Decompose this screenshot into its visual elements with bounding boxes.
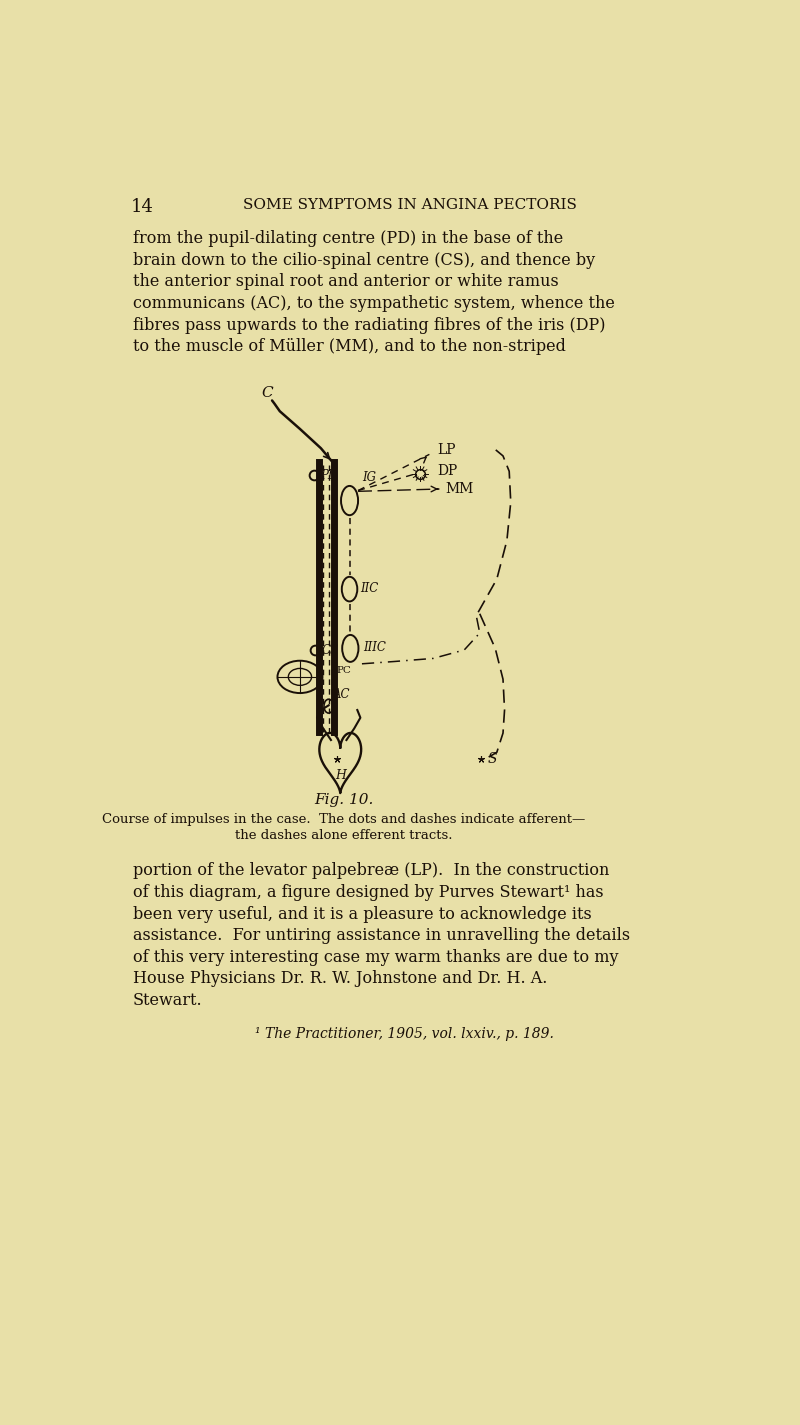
Text: SOME SYMPTOMS IN ANGINA PECTORIS: SOME SYMPTOMS IN ANGINA PECTORIS [243, 198, 577, 212]
Text: CS: CS [322, 644, 338, 657]
Text: IG: IG [362, 470, 376, 483]
Text: portion of the levator palpebreæ (LP).  In the construction: portion of the levator palpebreæ (LP). I… [133, 862, 609, 879]
Text: communicans (AC), to the sympathetic system, whence the: communicans (AC), to the sympathetic sys… [133, 295, 614, 312]
Text: been very useful, and it is a pleasure to acknowledge its: been very useful, and it is a pleasure t… [133, 905, 591, 922]
Text: of this diagram, a figure designed by Purves Stewart¹ has: of this diagram, a figure designed by Pu… [133, 884, 603, 901]
Text: DP: DP [437, 465, 458, 479]
Text: brain down to the cilio-spinal centre (CS), and thence by: brain down to the cilio-spinal centre (C… [133, 252, 594, 269]
Text: ¹ The Practitioner, 1905, vol. lxxiv., p. 189.: ¹ The Practitioner, 1905, vol. lxxiv., p… [255, 1027, 554, 1042]
Text: House Physicians Dr. R. W. Johnstone and Dr. H. A.: House Physicians Dr. R. W. Johnstone and… [133, 970, 547, 988]
Text: MM: MM [446, 482, 474, 496]
Text: LP: LP [437, 443, 456, 457]
Text: to the muscle of Müller (MM), and to the non-striped: to the muscle of Müller (MM), and to the… [133, 338, 566, 355]
Text: S: S [487, 751, 497, 765]
Text: of this very interesting case my warm thanks are due to my: of this very interesting case my warm th… [133, 949, 618, 966]
Text: AC: AC [333, 688, 350, 701]
Text: fibres pass upwards to the radiating fibres of the iris (DP): fibres pass upwards to the radiating fib… [133, 316, 605, 333]
Text: the anterior spinal root and anterior or white ramus: the anterior spinal root and anterior or… [133, 274, 558, 291]
Text: PD: PD [320, 469, 338, 483]
Text: Course of impulses in the case.  The dots and dashes indicate afferent—: Course of impulses in the case. The dots… [102, 814, 586, 826]
Text: the dashes alone efferent tracts.: the dashes alone efferent tracts. [235, 828, 453, 842]
Text: assistance.  For untiring assistance in unravelling the details: assistance. For untiring assistance in u… [133, 928, 630, 945]
Text: Fig. 10.: Fig. 10. [314, 794, 374, 807]
Text: H: H [335, 768, 346, 781]
Text: Stewart.: Stewart. [133, 992, 202, 1009]
Text: PC: PC [336, 665, 351, 675]
Text: 14: 14 [131, 198, 154, 217]
Text: IIIC: IIIC [363, 641, 386, 654]
Text: from the pupil-dilating centre (PD) in the base of the: from the pupil-dilating centre (PD) in t… [133, 231, 562, 248]
Text: IIC: IIC [361, 583, 378, 596]
Text: C: C [262, 386, 273, 400]
